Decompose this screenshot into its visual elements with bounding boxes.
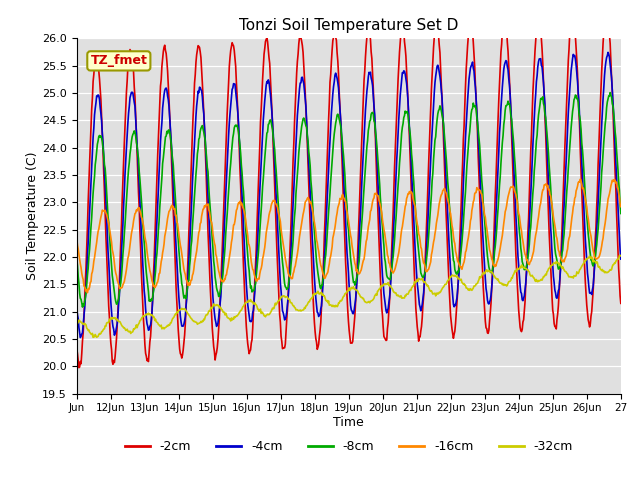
- Y-axis label: Soil Temperature (C): Soil Temperature (C): [26, 152, 40, 280]
- Title: Tonzi Soil Temperature Set D: Tonzi Soil Temperature Set D: [239, 18, 458, 33]
- X-axis label: Time: Time: [333, 416, 364, 429]
- Legend: -2cm, -4cm, -8cm, -16cm, -32cm: -2cm, -4cm, -8cm, -16cm, -32cm: [120, 435, 578, 458]
- Text: TZ_fmet: TZ_fmet: [90, 54, 147, 67]
